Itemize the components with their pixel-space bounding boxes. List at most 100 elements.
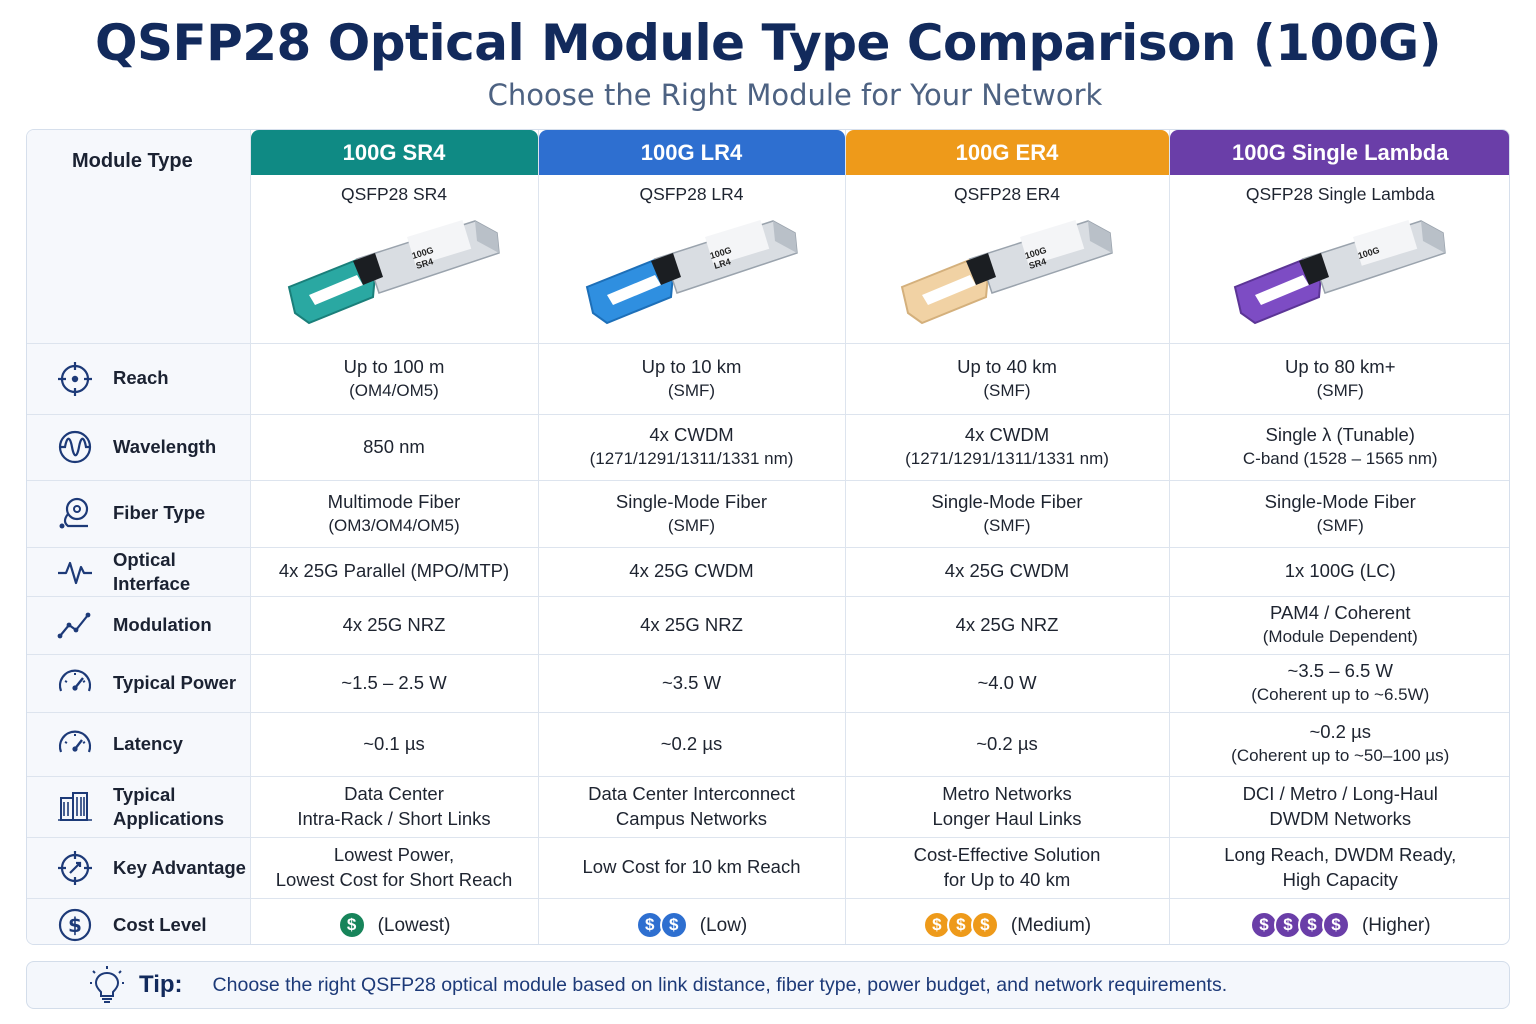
row-label-wavelength: Wavelength (27, 413, 251, 481)
row-label-text: Reach (113, 367, 169, 389)
row-label-optical-interface: Optical Interface (27, 546, 251, 597)
cell-main: Low Cost for 10 km Reach (582, 856, 801, 878)
column-title-single-lambda: 100G Single Lambda (1169, 130, 1509, 175)
speedometer-icon (55, 724, 95, 764)
building-icon (55, 787, 95, 827)
cell-main: ~0.2 µs (660, 732, 723, 754)
cell: Single-Mode Fiber (SMF) (1168, 479, 1509, 548)
cell: Data Center Intra-Rack / Short Links (249, 775, 539, 838)
column-model-lr4: QSFP28 LR4 (639, 184, 744, 204)
cell-main: ~1.5 – 2.5 W (341, 671, 447, 693)
cell-main: 1x 100G (LC) (1284, 560, 1396, 582)
page-subtitle: Choose the Right Module for Your Network (487, 78, 1103, 112)
cell-main: Multimode Fiber (327, 490, 461, 512)
row-label-cost-level: $ Cost Level (27, 897, 251, 944)
cell-main: Up to 80 km+ (1284, 355, 1396, 377)
cell-sub: for Up to 40 km (943, 868, 1071, 890)
cell: 4x CWDM (1271/1291/1311/1331 nm) (844, 413, 1170, 481)
column-title-sr4: 100G SR4 (250, 130, 538, 175)
row-label-text: Typical Applications (113, 783, 225, 829)
table-row: Modulation 4x 25G NRZ 4x 25G NRZ 4x 25G … (27, 595, 1509, 655)
cell: Single λ (Tunable) C-band (1528 – 1565 nm… (1168, 413, 1509, 481)
row-label-text: Modulation (113, 614, 212, 636)
cell: Metro Networks Longer Haul Links (844, 775, 1170, 838)
dollar-coin-icon: $ (1249, 911, 1278, 940)
gauge-icon (55, 663, 95, 703)
header-row: Module Type 100G SR4 QSFP28 SR4 100G SR4 (27, 130, 1509, 344)
table-row: $ Cost Level $ (Lowest) $ $ (Low) $ $ $ (Mediu… (27, 897, 1509, 944)
cell: 4x 25G CWDM (537, 546, 846, 597)
cell-main: Data Center Interconnect (588, 782, 795, 804)
cell-sub: (OM3/OM4/OM5) (328, 515, 460, 535)
qsfp28-single-lambda-module-image: 100G (1234, 219, 1447, 324)
column-title-lr4: 100G LR4 (538, 130, 845, 175)
dollar-coin-icon: $ (659, 911, 688, 940)
cell: Up to 40 km (SMF) (844, 342, 1170, 415)
cell: 1x 100G (LC) (1168, 546, 1509, 597)
module-label-line2: SR4 (1028, 256, 1048, 271)
cost-label: (Lowest) (377, 914, 451, 936)
cell-main: 4x CWDM (964, 424, 1050, 446)
cell: ~0.2 µs (844, 711, 1170, 777)
cost-label: (Higher) (1361, 914, 1431, 936)
cell-main: Up to 10 km (641, 355, 742, 377)
module-label-line2: LR4 (712, 256, 731, 271)
cell: Multimode Fiber (OM3/OM4/OM5) (249, 479, 539, 548)
cell: Data Center Interconnect Campus Networks (537, 775, 846, 838)
cost-label: (Medium) (1010, 914, 1092, 936)
cell-sub: (SMF) (667, 515, 716, 535)
cell-main: ~4.0 W (977, 671, 1037, 693)
cell-main: 4x 25G CWDM (944, 560, 1070, 582)
row-label-text: Wavelength (113, 435, 217, 457)
row-label-text: Key Advantage (113, 856, 246, 878)
cell-main: 4x 25G Parallel (MPO/MTP) (278, 560, 510, 582)
cell-sub: Longer Haul Links (932, 807, 1082, 829)
module-label-line2: SR4 (415, 256, 435, 271)
cell-main: Data Center (344, 782, 444, 804)
row-label-text: Cost Level (113, 914, 207, 936)
cell-main: 4x 25G NRZ (640, 613, 743, 635)
cell: ~0.1 µs (249, 711, 539, 777)
cell-main: ~0.1 µs (363, 732, 425, 754)
dollar-coin-icon: $ (1321, 911, 1350, 940)
cell-main: Metro Networks (942, 782, 1072, 804)
fiber-spool-icon (55, 494, 95, 534)
cell-sub: (Coherent up to ~6.5W) (1251, 685, 1430, 705)
column-model-er4: QSFP28 ER4 (953, 184, 1061, 204)
cell-sub: (SMF) (983, 380, 1031, 400)
cell-main: Lowest Power, (333, 843, 455, 865)
row-label-text: Typical Power (113, 672, 237, 694)
comparison-table: Module Type 100G SR4 QSFP28 SR4 100G SR4 (27, 130, 1509, 944)
cell-sub: (SMF) (1316, 515, 1364, 535)
cell-sub: (Module Dependent) (1262, 627, 1418, 647)
table-row: Optical Interface 4x 25G Parallel (MPO/M… (27, 546, 1509, 597)
cell: Cost-Effective Solution for Up to 40 km (844, 836, 1170, 899)
table-row: Reach Up to 100 m (OM4/OM5) Up to 10 km (S… (27, 342, 1509, 415)
cell: ~1.5 – 2.5 W (249, 653, 539, 713)
qsfp28-lr4-module-image: 100G LR4 (585, 219, 798, 324)
cell-sub: (1271/1291/1311/1331 nm) (589, 449, 794, 469)
cell-sub: Campus Networks (615, 807, 768, 829)
dollar-coin-icon: $ (922, 911, 951, 940)
cell-main: ~3.5 W (661, 671, 722, 693)
table-row: Key Advantage Lowest Power, Lowest Cost f… (27, 836, 1509, 899)
row-label-latency: Latency (27, 711, 251, 777)
cell-main: 4x 25G CWDM (629, 560, 754, 582)
cell: $ $ (Low) (537, 897, 846, 944)
cell-main: Long Reach, DWDM Ready, (1224, 843, 1457, 865)
cell: Up to 10 km (SMF) (537, 342, 846, 415)
cell-main: ~3.5 – 6.5 W (1287, 660, 1393, 682)
page-title: QSFP28 Optical Module Type Comparison (1… (94, 14, 1442, 72)
module-type-label: Module Type (72, 150, 193, 172)
cell-sub: (1271/1291/1311/1331 nm) (905, 449, 1109, 469)
cell-main: DCI / Metro / Long-Haul (1242, 782, 1438, 804)
cell-main: PAM4 / Coherent (1269, 602, 1411, 624)
lightbulb-icon (89, 965, 125, 1005)
cell-main: Single-Mode Fiber (615, 490, 768, 512)
cell-main: Up to 100 m (343, 355, 445, 377)
cell-main: ~0.2 µs (976, 732, 1038, 754)
svg-text:$: $ (68, 913, 82, 937)
dollar-circle-icon: $ (55, 905, 95, 944)
column-header-sr4: 100G SR4 QSFP28 SR4 100G SR4 (249, 130, 539, 344)
tip-bar: Tip: Choose the right QSFP28 optical mod… (26, 961, 1510, 1009)
